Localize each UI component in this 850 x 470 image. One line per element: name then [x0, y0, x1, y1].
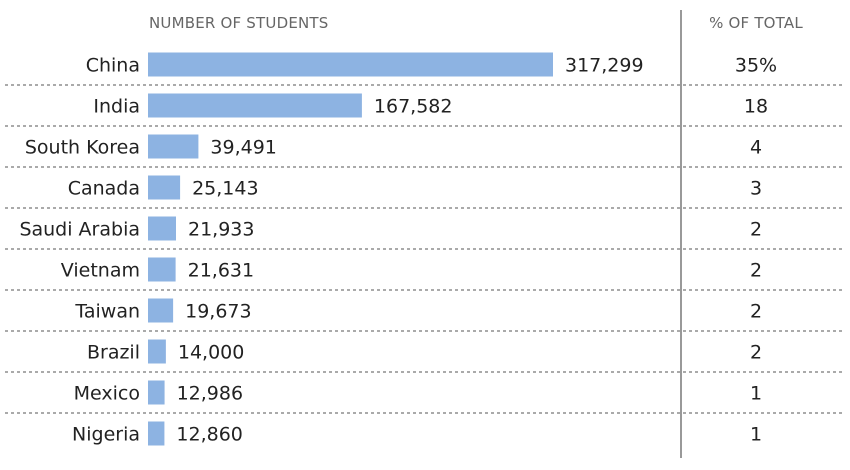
- value-label: 25,143: [192, 178, 258, 200]
- percent-label: 2: [750, 260, 762, 282]
- percent-label: 2: [750, 219, 762, 241]
- percent-label: 2: [750, 301, 762, 323]
- percent-label: 2: [750, 342, 762, 364]
- bar: [148, 52, 553, 77]
- percent-label: 1: [750, 383, 762, 405]
- value-label: 39,491: [210, 137, 276, 159]
- category-label: Mexico: [74, 383, 140, 405]
- value-label: 12,860: [176, 424, 242, 446]
- value-label: 317,299: [565, 55, 644, 77]
- category-label: Canada: [68, 178, 140, 200]
- value-label: 21,933: [188, 219, 254, 241]
- category-label: Saudi Arabia: [19, 219, 140, 241]
- bar: [148, 216, 176, 241]
- percent-label: 35%: [735, 55, 777, 77]
- category-label: China: [86, 55, 140, 77]
- bar: [148, 298, 174, 323]
- category-label: Brazil: [87, 342, 140, 364]
- bar: [148, 380, 165, 405]
- bar: [148, 421, 165, 446]
- category-label: Taiwan: [74, 301, 140, 323]
- bar: [148, 339, 166, 364]
- chart-rows: China 317,299 35% India 167,582 18 South Korea…: [5, 52, 845, 446]
- value-label: 19,673: [185, 301, 251, 323]
- bar: [148, 175, 181, 200]
- category-label: South Korea: [25, 137, 140, 159]
- category-label: Nigeria: [72, 424, 140, 446]
- category-label: India: [93, 96, 140, 118]
- bar: [148, 134, 199, 159]
- header-number-of-students: NUMBER OF STUDENTS: [149, 14, 329, 32]
- percent-label: 4: [750, 137, 762, 159]
- value-label: 14,000: [178, 342, 244, 364]
- percent-label: 1: [750, 424, 762, 446]
- percent-label: 3: [750, 178, 762, 200]
- value-label: 21,631: [188, 260, 254, 282]
- bar: [148, 257, 176, 282]
- value-label: 167,582: [374, 96, 453, 118]
- bar: [148, 93, 362, 118]
- category-label: Vietnam: [61, 260, 140, 282]
- value-label: 12,986: [177, 383, 243, 405]
- percent-label: 18: [744, 96, 768, 118]
- header-percent-of-total: % OF TOTAL: [709, 14, 803, 32]
